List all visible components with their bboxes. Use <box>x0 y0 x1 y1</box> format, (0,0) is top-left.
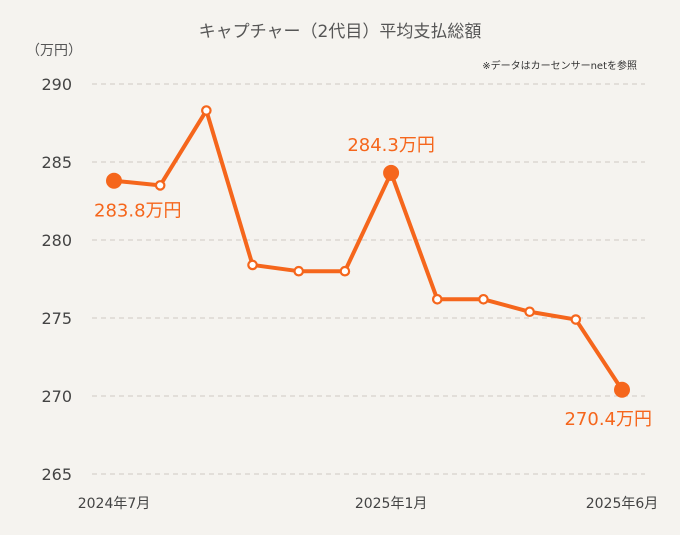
chart-title: キャプチャー（2代目）平均支払総額 <box>199 22 482 42</box>
data-point <box>478 293 489 305</box>
data-point <box>154 180 166 191</box>
x-tick-label: 2024年7月 <box>78 496 151 512</box>
data-point <box>201 105 212 116</box>
grid-lines <box>92 83 645 475</box>
x-axis-ticks: 2024年7月 2025年1月 2025年6月 <box>78 496 659 512</box>
data-point <box>524 306 535 318</box>
data-point <box>570 314 582 325</box>
highlight-point <box>614 381 630 398</box>
y-tick-label: 265 <box>41 465 72 484</box>
data-point <box>339 265 351 277</box>
highlight-point <box>383 164 400 181</box>
y-unit-label: （万円） <box>26 43 82 59</box>
data-point <box>293 265 305 277</box>
series-line-layer <box>112 108 624 392</box>
x-tick-label: 2025年1月 <box>355 496 428 512</box>
y-tick-label: 290 <box>41 75 72 94</box>
highlight-point <box>106 172 122 189</box>
y-axis-ticks: 290 285 280 275 270 265 <box>41 75 72 484</box>
data-label: 270.4万円 <box>564 409 652 430</box>
data-point <box>247 259 258 271</box>
data-points <box>106 105 630 398</box>
y-tick-label: 275 <box>41 309 72 328</box>
data-label: 283.8万円 <box>94 201 182 222</box>
data-point <box>431 293 443 305</box>
y-tick-label: 280 <box>41 231 72 250</box>
data-labels: 283.8万円 284.3万円 270.4万円 <box>94 135 652 430</box>
y-tick-label: 270 <box>41 387 72 406</box>
data-label: 284.3万円 <box>347 135 435 156</box>
x-tick-label: 2025年6月 <box>586 496 659 512</box>
source-note: ※データはカーセンサーnetを参照 <box>482 59 637 72</box>
series-line <box>112 108 624 392</box>
y-tick-label: 285 <box>41 153 72 172</box>
